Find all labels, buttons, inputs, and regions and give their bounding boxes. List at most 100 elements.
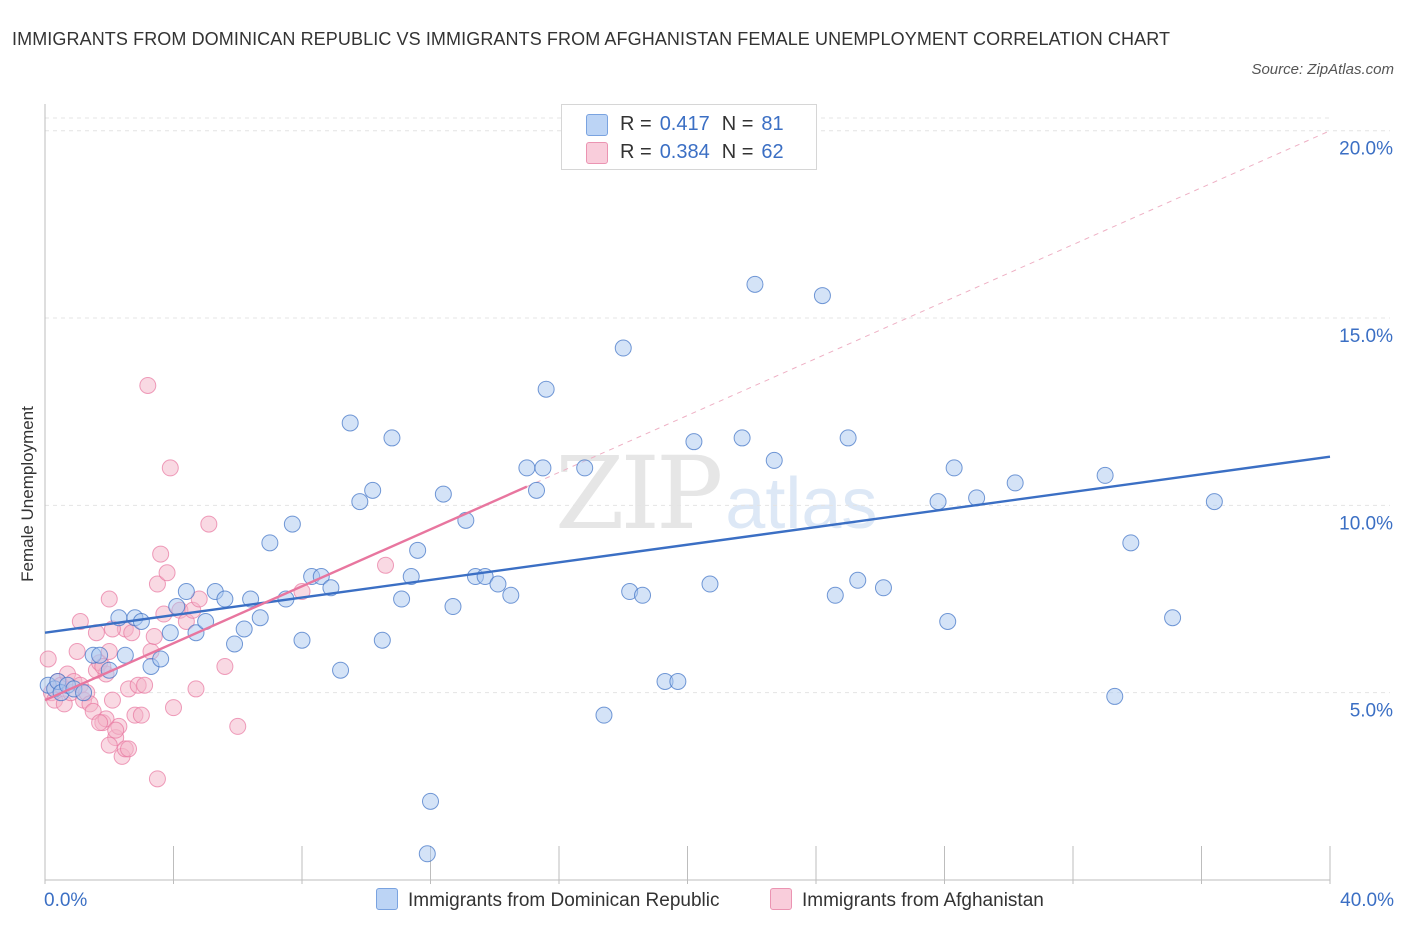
dominican-point: [168, 598, 186, 616]
dominican-point: [1096, 466, 1114, 484]
afghanistan-point: [68, 642, 86, 660]
afghanistan-point: [39, 650, 57, 668]
y-tick-labels: 5.0% 10.0% 15.0% 20.0%: [1339, 139, 1393, 722]
n-value: 62: [761, 141, 784, 163]
n-label: N =: [721, 141, 754, 163]
y-axis-label: Female Unemployment: [18, 406, 37, 582]
afghanistan-point: [165, 699, 182, 717]
trend-extension-lines: [526, 130, 1331, 488]
source-label: Source: ZipAtlas.com: [1251, 61, 1394, 78]
dominican-point: [765, 451, 783, 469]
chart-title: IMMIGRANTS FROM DOMINICAN REPUBLIC VS IM…: [12, 29, 1171, 49]
y-tick-label: 20.0%: [1339, 139, 1393, 160]
legend-label-dominican: Immigrants from Dominican Republic: [408, 890, 720, 911]
dominican-point: [341, 414, 359, 432]
r-label: R =: [620, 141, 652, 163]
dominican-point: [351, 493, 369, 511]
legend-row-afghanistan: R = 0.384 N = 62: [586, 137, 784, 167]
afghanistan-point: [229, 717, 247, 735]
trend-lines: [44, 455, 1331, 702]
dominican-point: [251, 609, 269, 627]
afghanistan-point: [148, 575, 166, 593]
y-tick-label: 10.0%: [1339, 513, 1393, 534]
legend-swatch-blue: [376, 887, 398, 910]
afghanistan-point: [145, 627, 163, 645]
afghanistan-point: [216, 657, 234, 675]
dominican-point: [75, 684, 93, 702]
dominican-point: [576, 459, 594, 477]
trend-extension-afghanistan: [526, 130, 1331, 488]
y-tick-label: 5.0%: [1350, 701, 1393, 722]
dominican-point: [444, 598, 462, 616]
afghanistan-point: [139, 376, 157, 394]
dominican-point: [939, 613, 957, 631]
dominican-point: [634, 586, 652, 604]
afghanistan-point: [132, 706, 150, 724]
dominican-point: [1122, 534, 1140, 552]
dominican-point: [409, 541, 427, 559]
axes: [44, 104, 1331, 884]
trend-line-afghanistan: [44, 485, 528, 702]
dominican-point: [322, 579, 340, 597]
legend-row-dominican: R = 0.417 N = 81: [586, 109, 784, 139]
afghanistan-point: [161, 459, 179, 477]
afghanistan-point: [100, 736, 118, 754]
dominican-point: [839, 429, 857, 447]
dominican-point: [614, 339, 632, 357]
afghanistan-point: [148, 770, 166, 788]
dominican-point: [826, 586, 844, 604]
dominican-point: [1006, 474, 1024, 492]
dominican-point: [283, 515, 301, 533]
correlation-legend: R = 0.417 N = 81 R = 0.384 N = 62: [561, 104, 817, 170]
dominican-point: [216, 590, 234, 608]
afghanistan-point: [103, 691, 121, 709]
legend-item-afghanistan[interactable]: Immigrants from Afghanistan: [770, 886, 1044, 916]
r-value: 0.417: [659, 113, 710, 135]
dominican-point: [701, 575, 719, 593]
afghanistan-point: [377, 556, 395, 574]
watermark-zip: ZIP: [555, 435, 723, 552]
legend-swatch-blue: [586, 113, 608, 136]
afghanistan-point: [136, 676, 154, 694]
dominican-point: [116, 646, 134, 664]
legend-swatch-pink: [770, 887, 792, 910]
series-legend: Immigrants from Dominican Republic Immig…: [0, 886, 1406, 916]
dominican-point: [929, 493, 947, 511]
n-label: N =: [721, 113, 754, 135]
dominican-point: [534, 459, 552, 477]
dominican-point: [595, 706, 613, 724]
x-tick-min: 0.0%: [44, 890, 88, 911]
dominican-point: [733, 429, 751, 447]
dominican-point: [489, 575, 507, 593]
dominican-point: [518, 459, 536, 477]
x-tick-max: 40.0%: [1340, 890, 1394, 911]
n-value: 81: [761, 113, 784, 135]
dominican-point: [746, 275, 764, 293]
dominican-point: [152, 650, 170, 668]
dominican-point: [402, 568, 420, 586]
afghanistan-point: [158, 564, 176, 582]
dominican-point: [945, 459, 963, 477]
dominican-point: [669, 672, 687, 690]
r-label: R =: [620, 113, 652, 135]
afghanistan-point: [107, 721, 125, 739]
dominican-point: [393, 590, 411, 608]
afghanistan-point: [200, 515, 218, 533]
dominican-point: [528, 481, 546, 499]
afghanistan-point: [187, 680, 205, 698]
afghanistan-points: [39, 376, 395, 788]
r-value: 0.384: [659, 141, 710, 163]
watermark-atlas: atlas: [725, 464, 878, 544]
legend-label-afghanistan: Immigrants from Afghanistan: [802, 890, 1044, 911]
dominican-point: [418, 845, 436, 863]
dominican-point: [235, 620, 253, 638]
legend-item-dominican[interactable]: Immigrants from Dominican Republic: [376, 886, 720, 916]
legend-swatch-pink: [586, 141, 608, 164]
trend-line-dominican: [44, 455, 1331, 634]
dominican-point: [293, 631, 311, 649]
afghanistan-point: [91, 714, 109, 732]
dominican-point: [502, 586, 520, 604]
dominican-point: [434, 485, 452, 503]
dominican-point: [874, 579, 892, 597]
afghanistan-point: [190, 590, 208, 608]
